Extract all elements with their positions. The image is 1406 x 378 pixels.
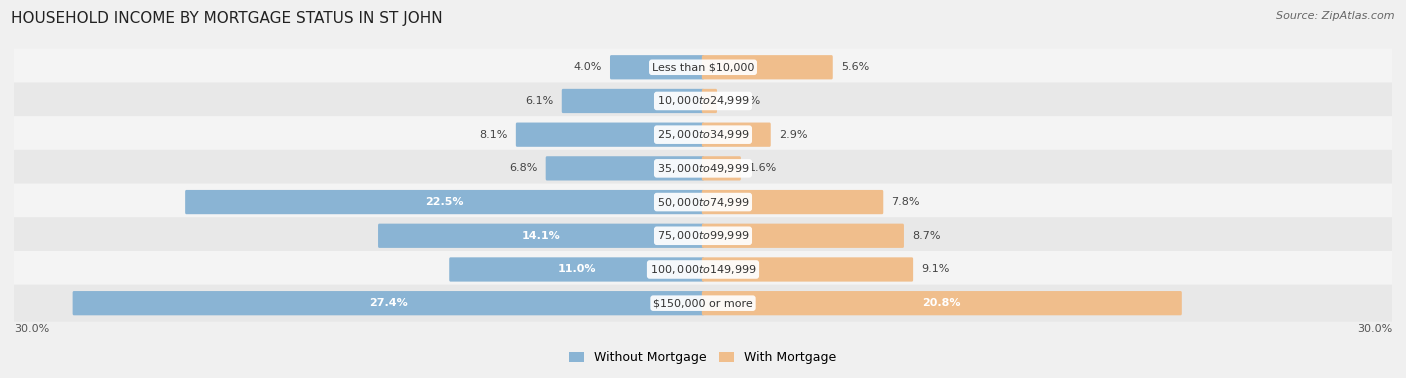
Text: Less than $10,000: Less than $10,000 bbox=[652, 62, 754, 72]
FancyBboxPatch shape bbox=[702, 55, 832, 79]
Text: 5.6%: 5.6% bbox=[841, 62, 869, 72]
Text: 14.1%: 14.1% bbox=[522, 231, 561, 241]
Text: $50,000 to $74,999: $50,000 to $74,999 bbox=[657, 195, 749, 209]
Text: $25,000 to $34,999: $25,000 to $34,999 bbox=[657, 128, 749, 141]
FancyBboxPatch shape bbox=[702, 291, 1182, 315]
Text: HOUSEHOLD INCOME BY MORTGAGE STATUS IN ST JOHN: HOUSEHOLD INCOME BY MORTGAGE STATUS IN S… bbox=[11, 11, 443, 26]
FancyBboxPatch shape bbox=[13, 116, 1393, 153]
FancyBboxPatch shape bbox=[13, 251, 1393, 288]
Text: 30.0%: 30.0% bbox=[1357, 324, 1392, 334]
FancyBboxPatch shape bbox=[702, 156, 741, 181]
FancyBboxPatch shape bbox=[186, 190, 704, 214]
Text: 20.8%: 20.8% bbox=[922, 298, 962, 308]
FancyBboxPatch shape bbox=[546, 156, 704, 181]
FancyBboxPatch shape bbox=[13, 184, 1393, 221]
Text: Source: ZipAtlas.com: Source: ZipAtlas.com bbox=[1277, 11, 1395, 21]
Text: 6.1%: 6.1% bbox=[526, 96, 554, 106]
Text: 0.56%: 0.56% bbox=[725, 96, 761, 106]
FancyBboxPatch shape bbox=[562, 89, 704, 113]
Text: 1.6%: 1.6% bbox=[749, 163, 778, 174]
Text: 2.9%: 2.9% bbox=[779, 130, 807, 139]
FancyBboxPatch shape bbox=[13, 285, 1393, 322]
FancyBboxPatch shape bbox=[13, 49, 1393, 86]
Text: 11.0%: 11.0% bbox=[557, 265, 596, 274]
FancyBboxPatch shape bbox=[702, 89, 717, 113]
FancyBboxPatch shape bbox=[702, 190, 883, 214]
FancyBboxPatch shape bbox=[73, 291, 704, 315]
FancyBboxPatch shape bbox=[702, 122, 770, 147]
FancyBboxPatch shape bbox=[702, 224, 904, 248]
Text: 22.5%: 22.5% bbox=[426, 197, 464, 207]
Text: 8.1%: 8.1% bbox=[479, 130, 508, 139]
FancyBboxPatch shape bbox=[13, 150, 1393, 187]
Text: 8.7%: 8.7% bbox=[912, 231, 941, 241]
Text: $75,000 to $99,999: $75,000 to $99,999 bbox=[657, 229, 749, 242]
FancyBboxPatch shape bbox=[13, 217, 1393, 254]
FancyBboxPatch shape bbox=[450, 257, 704, 282]
Text: 30.0%: 30.0% bbox=[14, 324, 49, 334]
Text: 4.0%: 4.0% bbox=[574, 62, 602, 72]
Text: 27.4%: 27.4% bbox=[368, 298, 408, 308]
Text: $35,000 to $49,999: $35,000 to $49,999 bbox=[657, 162, 749, 175]
Text: 9.1%: 9.1% bbox=[921, 265, 949, 274]
FancyBboxPatch shape bbox=[13, 82, 1393, 119]
FancyBboxPatch shape bbox=[610, 55, 704, 79]
Text: 7.8%: 7.8% bbox=[891, 197, 920, 207]
FancyBboxPatch shape bbox=[378, 224, 704, 248]
FancyBboxPatch shape bbox=[702, 257, 912, 282]
Text: $150,000 or more: $150,000 or more bbox=[654, 298, 752, 308]
FancyBboxPatch shape bbox=[516, 122, 704, 147]
Legend: Without Mortgage, With Mortgage: Without Mortgage, With Mortgage bbox=[564, 346, 842, 369]
Text: $10,000 to $24,999: $10,000 to $24,999 bbox=[657, 94, 749, 107]
Text: 6.8%: 6.8% bbox=[509, 163, 537, 174]
Text: $100,000 to $149,999: $100,000 to $149,999 bbox=[650, 263, 756, 276]
